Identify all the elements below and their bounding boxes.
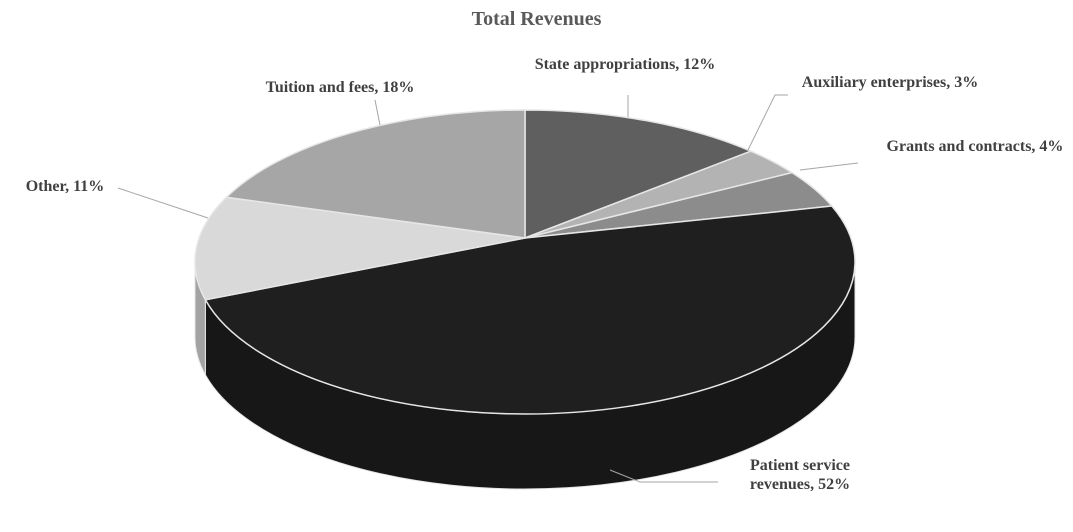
- slice: [224, 109, 526, 239]
- data-label: Grants and contracts, 4%: [886, 138, 1064, 155]
- chart-title: Total Revenues: [471, 8, 602, 30]
- leader-line: [609, 469, 718, 483]
- leader-line: [799, 162, 859, 171]
- data-label: State appropriations, 12%: [534, 56, 716, 73]
- leader-line: [117, 187, 209, 219]
- slice: [194, 196, 526, 301]
- slice: [524, 109, 753, 240]
- leader-line: [374, 99, 381, 126]
- leader-line: [747, 94, 788, 151]
- slice: [204, 205, 856, 415]
- data-label: Tuition and fees, 18%: [265, 79, 415, 96]
- data-label: Other, 11%: [25, 178, 105, 195]
- data-label: Patient service revenues, 52%: [749, 457, 851, 493]
- data-label: Auxiliary enterprises, 3%: [801, 74, 979, 91]
